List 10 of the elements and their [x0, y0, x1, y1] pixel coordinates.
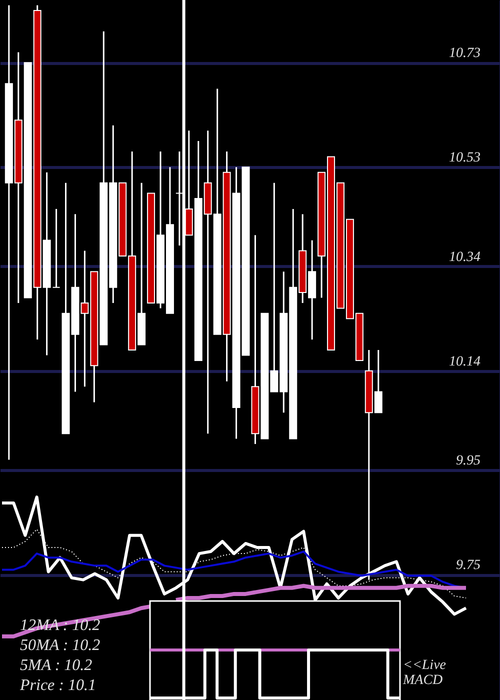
y-tick-label: 9.75: [456, 558, 480, 574]
y-tick-label: 10.53: [449, 150, 480, 166]
y-tick-label: 9.95: [456, 454, 480, 469]
annotation: <<Live MACD: [402, 658, 446, 688]
annotation: 5MA : 10.2: [20, 657, 92, 674]
y-tick-label: 10.73: [449, 46, 480, 62]
y-tick-label: 10.14: [449, 354, 480, 370]
annotation: 50MA : 10.2: [20, 637, 100, 654]
annotation: Price : 10.1: [19, 677, 96, 694]
y-tick-label: 10.34: [449, 250, 480, 265]
